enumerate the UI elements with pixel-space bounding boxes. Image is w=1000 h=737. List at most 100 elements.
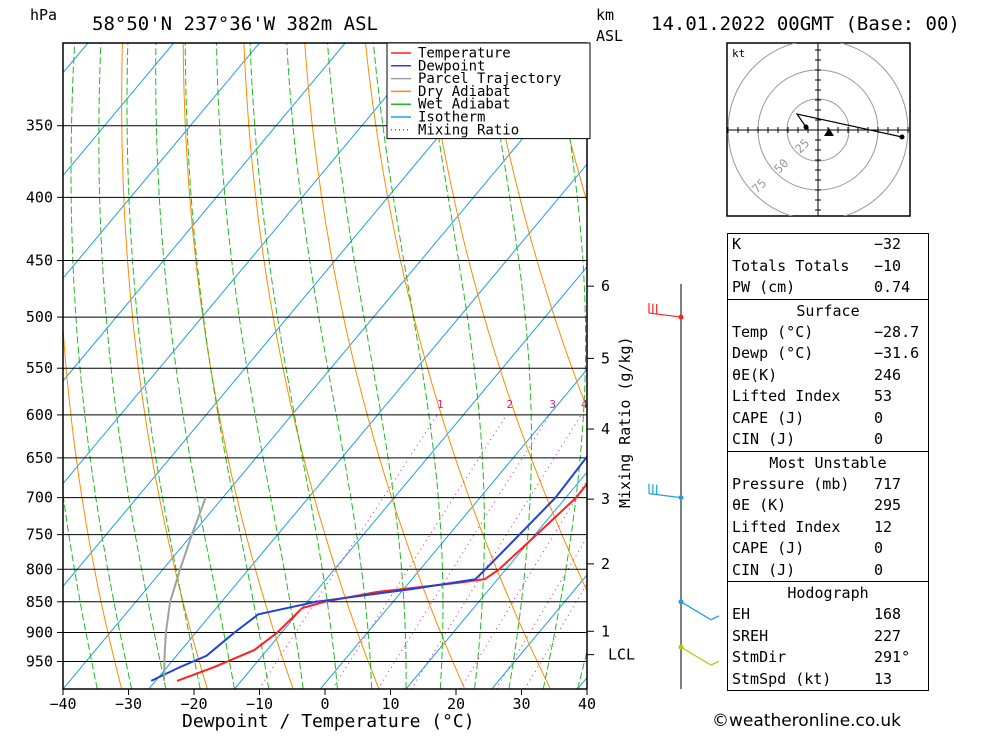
- km-tick-label: 5: [601, 349, 610, 367]
- most-unstable-title: Most Unstable: [728, 452, 928, 474]
- surface-value: −31.6: [874, 343, 924, 365]
- km-tick-label: 2: [601, 555, 610, 573]
- most-unstable-label: Pressure (mb): [732, 474, 849, 496]
- km-tick-label: 3: [601, 490, 610, 508]
- km-tick-label: 1: [601, 622, 610, 640]
- wet-adiabat-line: [287, 43, 372, 689]
- most-unstable-row: CAPE (J) 0: [728, 538, 928, 560]
- y-tick-label: 450: [26, 252, 53, 270]
- most-unstable-value: 295: [874, 495, 924, 517]
- most-unstable-label: CAPE (J): [732, 538, 804, 560]
- isotherm-line: [63, 43, 602, 689]
- most-unstable-value: 717: [874, 474, 924, 496]
- y-tick-label: 750: [26, 526, 53, 544]
- mixing-ratio-label: 8: [661, 398, 668, 411]
- dry-adiabat-line: [122, 43, 208, 689]
- hodograph-stat-value: 291°: [874, 647, 924, 669]
- mixing-ratio-line: [378, 415, 550, 689]
- surface-value: 0: [874, 408, 924, 430]
- plot-border: [63, 43, 587, 689]
- surface-row: Lifted Index 53: [728, 386, 928, 408]
- most-unstable-label: θE (K): [732, 495, 786, 517]
- wet-adiabat-line: [578, 43, 649, 689]
- y-tick-label: 350: [26, 117, 53, 135]
- hodograph-stat-label: EH: [732, 604, 750, 626]
- plot-frame: [63, 43, 587, 689]
- wet-adiabat-line: [486, 43, 531, 689]
- surface-title: Surface: [728, 300, 928, 322]
- wind-barb: [649, 303, 681, 317]
- y-tick-label: 800: [26, 560, 53, 578]
- mixing-ratio-line: [332, 415, 506, 689]
- most-unstable-value: 0: [874, 560, 924, 582]
- mixing-ratio-label: 3: [549, 398, 556, 411]
- hodograph-stat-label: SREH: [732, 626, 768, 648]
- mixing-ratio-line: [411, 415, 581, 689]
- wind-barb: [681, 602, 719, 620]
- mixing-ratio-label: 1: [437, 398, 444, 411]
- dry-adiabat-line: [58, 43, 122, 689]
- isotherm-line: [0, 43, 431, 689]
- index-label: K: [732, 234, 741, 256]
- mixing-ratio-label: 2: [506, 398, 513, 411]
- credit-link[interactable]: ©weatheronline.co.uk: [712, 711, 901, 731]
- surface-row: CAPE (J)0: [728, 408, 928, 430]
- x-tick-label: 30: [512, 695, 530, 713]
- hodograph-stat-value: 13: [874, 669, 924, 691]
- wet-adiabat-line: [543, 43, 585, 689]
- surface-row: CIN (J) 0: [728, 429, 928, 451]
- index-label: PW (cm): [732, 277, 795, 299]
- wet-adiabat-line: [99, 43, 166, 689]
- pressure-unit: hPa: [30, 6, 57, 24]
- x-tick-label: −40: [49, 695, 76, 713]
- index-row: K −32: [728, 234, 928, 256]
- height-unit-km: km: [596, 6, 614, 24]
- surface-row: Dewp (°C)−31.6: [728, 343, 928, 365]
- y-tick-label: 600: [26, 406, 53, 424]
- isotherm-line: [235, 43, 774, 689]
- y-tick-label: 700: [26, 489, 53, 507]
- mixing-ratio-axis-label: Mixing Ratio (g/kg): [616, 336, 634, 508]
- km-tick-label: 6: [601, 277, 610, 295]
- surface-label: Lifted Index: [732, 386, 840, 408]
- mixing-ratio-label: 10: [685, 398, 698, 411]
- most-unstable-value: 0: [874, 538, 924, 560]
- location-title: 58°50'N 237°36'W 382m ASL: [92, 13, 378, 35]
- y-tick-label: 400: [26, 188, 53, 206]
- datetime-title: 14.01.2022 00GMT (Base: 00): [651, 13, 960, 35]
- wet-adiabat-line: [71, 43, 132, 689]
- surface-label: θE(K): [732, 365, 777, 387]
- index-value: −10: [874, 256, 924, 278]
- hodograph-stat-row: StmDir 291°: [728, 647, 928, 669]
- index-value: −32: [874, 234, 924, 256]
- surface-value: 0: [874, 429, 924, 451]
- mixing-ratio-line: [460, 415, 627, 689]
- surface-value: 246: [874, 365, 924, 387]
- hodograph-stat-label: StmDir: [732, 647, 786, 669]
- hodograph-unit: kt: [732, 47, 745, 60]
- hodograph-point: [900, 135, 905, 140]
- dry-adiabat-line: [973, 43, 1000, 689]
- km-tick-label: LCL: [608, 646, 635, 664]
- surface-value: −28.7: [874, 322, 924, 344]
- x-tick-label: 40: [578, 695, 596, 713]
- wind-barb: [681, 647, 719, 665]
- mixing-ratio-line: [525, 415, 688, 689]
- y-tick-label: 550: [26, 359, 53, 377]
- wet-adiabat-line: [250, 43, 337, 689]
- surface-label: CIN (J): [732, 429, 795, 451]
- dry-adiabat-line: [183, 43, 293, 689]
- wind-profile: [649, 284, 719, 689]
- index-label: Totals Totals: [732, 256, 849, 278]
- height-unit-asl: ASL: [596, 27, 623, 45]
- index-row: PW (cm)0.74: [728, 277, 928, 299]
- surface-value: 53: [874, 386, 924, 408]
